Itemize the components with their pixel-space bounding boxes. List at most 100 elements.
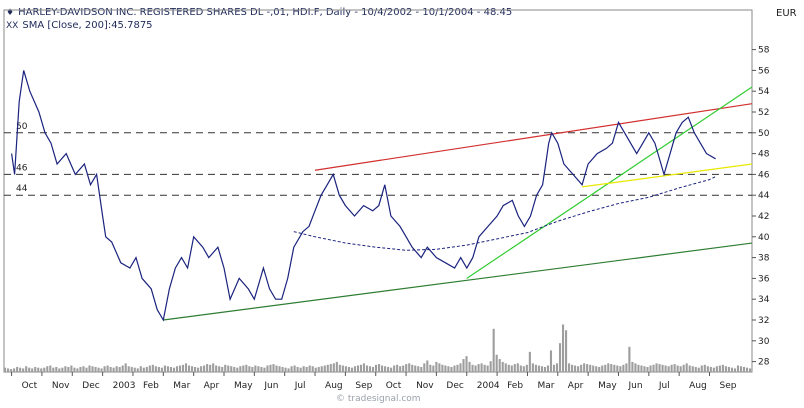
volume-bar: [200, 366, 203, 372]
y-tick-label: 32: [758, 316, 769, 326]
volume-bar: [7, 368, 10, 372]
volume-bar: [281, 366, 284, 372]
volume-bar: [537, 365, 540, 372]
x-tick-label: Dec: [446, 381, 463, 391]
volume-bar: [453, 365, 456, 372]
volume-bar: [76, 368, 79, 372]
volume-bar: [16, 366, 19, 372]
volume-bar: [426, 360, 429, 372]
volume-bar: [438, 363, 441, 372]
volume-bar: [184, 363, 188, 372]
x-tick-label: Oct: [386, 381, 402, 391]
volume-bar: [94, 366, 97, 372]
volume-bar: [456, 364, 459, 372]
volume-bar: [368, 366, 372, 372]
plot-frame: [3, 9, 753, 373]
volume-bar: [604, 364, 607, 372]
volume-bar: [721, 364, 724, 372]
volume-bar: [112, 367, 115, 372]
volume-bar: [34, 366, 37, 372]
volume-bar: [187, 365, 191, 372]
volume-bar: [22, 368, 25, 372]
volume-bar: [133, 367, 136, 372]
volume-bar: [320, 366, 323, 372]
y-tick-label: 46: [758, 170, 770, 180]
volume-bar: [477, 364, 480, 372]
volume-bar: [393, 365, 396, 372]
volume-bar: [323, 365, 326, 372]
volume-bar: [402, 365, 405, 372]
volume-bar: [676, 365, 679, 372]
volume-bar: [387, 366, 390, 372]
volume-bar: [625, 363, 628, 372]
y-tick-label: 40: [758, 233, 770, 243]
volume-bar: [420, 366, 423, 372]
volume-bar: [552, 364, 556, 372]
volume-bar: [592, 365, 595, 372]
volume-bar: [495, 354, 498, 372]
volume-bar: [371, 366, 375, 372]
volume-bar: [245, 364, 248, 372]
volume-bar: [215, 365, 218, 372]
volume-bar: [423, 363, 426, 372]
volume-bar: [359, 364, 363, 372]
volume-bar: [127, 366, 130, 372]
volume-bar: [248, 366, 251, 372]
volume-bar: [43, 367, 46, 372]
volume-bar: [236, 367, 239, 372]
volume-bar: [109, 366, 112, 372]
x-tick-label: May: [234, 381, 253, 391]
volume-bar: [405, 364, 408, 372]
sma-legend: XX SMA [Close, 200]:45.7875: [6, 20, 153, 31]
volume-bar: [447, 366, 450, 372]
volume-bar: [374, 364, 378, 372]
volume-bar: [227, 365, 230, 372]
volume-bar: [308, 365, 311, 372]
volume-bar: [296, 366, 299, 372]
volume-bar: [643, 366, 646, 372]
volume-bar: [474, 365, 477, 372]
volume-bar: [61, 367, 64, 372]
volume-bar: [314, 367, 317, 372]
volume-bar: [595, 366, 598, 372]
volume-bar: [700, 365, 703, 372]
y-tick-label: 52: [758, 108, 769, 118]
volume-bar: [634, 363, 637, 372]
volume-bar: [408, 363, 411, 372]
volume-bar: [362, 363, 366, 372]
volume-bar: [254, 365, 257, 372]
volume-bar: [640, 365, 643, 372]
volume-bar: [317, 366, 320, 372]
x-tick-label: Sep: [720, 381, 737, 391]
volume-bar: [305, 366, 308, 372]
volume-bar: [631, 361, 634, 372]
volume-bar: [332, 363, 335, 372]
x-tick-label: Jul: [658, 381, 670, 391]
volume-bar: [679, 366, 682, 372]
watermark: © tradesignal.com: [336, 394, 421, 404]
x-tick-label: Feb: [507, 381, 523, 391]
trendline: [163, 242, 753, 321]
price-line: [11, 70, 716, 322]
volume-bar: [622, 364, 625, 372]
volume-bar: [311, 366, 314, 372]
volume-bar: [212, 363, 215, 372]
volume-bar: [169, 366, 172, 372]
volume-bar: [616, 365, 619, 372]
volume-bar: [233, 366, 236, 372]
volume-bar: [91, 366, 94, 372]
volume-bar: [555, 363, 559, 372]
volume-bar: [64, 366, 67, 372]
volume-bar: [145, 366, 148, 372]
volume-bar: [52, 367, 55, 372]
volume-bar: [601, 365, 604, 372]
volume-bar: [139, 366, 142, 372]
volume-bar: [203, 365, 206, 372]
volume-bar: [302, 366, 305, 372]
volume-bar: [103, 366, 106, 372]
volume-bar: [181, 364, 185, 372]
x-tick-label: Apr: [568, 381, 584, 391]
volume-bar: [329, 364, 332, 372]
x-tick-label: Nov: [52, 381, 70, 391]
volume-bar: [492, 328, 495, 372]
